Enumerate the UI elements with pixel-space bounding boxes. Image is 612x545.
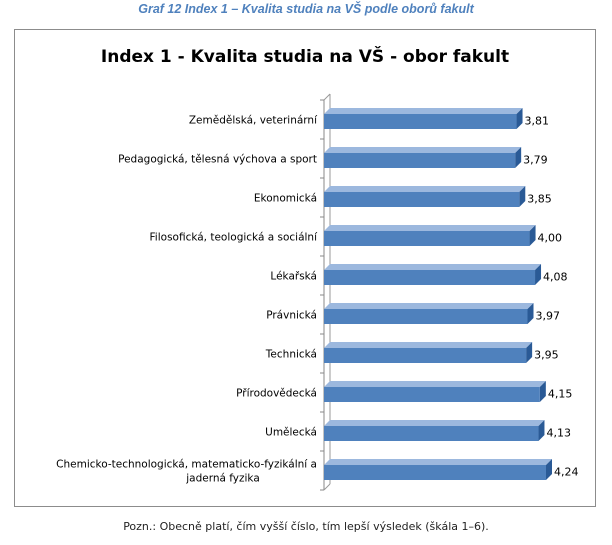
bar-chart: Index 1 - Kvalita studia na VŠ - obor fa… <box>56 45 579 491</box>
bar-top-face <box>324 303 534 309</box>
bar-top-face <box>324 147 522 153</box>
bar-side-face <box>515 147 522 168</box>
bar-top-face <box>324 186 526 192</box>
bar-side-face <box>535 264 542 285</box>
category-label: Právnická <box>266 310 317 322</box>
figure-caption: Graf 12 Index 1 – Kvalita studia na VŠ p… <box>138 2 474 16</box>
category-label: Chemicko-technologická, matematicko-fyzi… <box>56 459 317 471</box>
bar-top-face <box>324 264 542 270</box>
bar-side-face <box>526 342 533 363</box>
data-label: 4,00 <box>538 232 563 245</box>
bar <box>324 270 536 285</box>
bar <box>324 231 530 246</box>
data-label: 4,13 <box>546 427 571 440</box>
category-label: Ekonomická <box>254 193 317 205</box>
bar <box>324 153 516 168</box>
axis-bottom-edge <box>323 483 331 491</box>
bar <box>324 348 527 363</box>
category-label: Technická <box>265 349 317 361</box>
bar-side-face <box>527 303 534 324</box>
bar <box>324 387 540 402</box>
data-label: 4,15 <box>548 388 573 401</box>
bar-top-face <box>324 108 523 114</box>
data-label: 3,81 <box>525 115 550 128</box>
bar-side-face <box>546 459 552 480</box>
bar <box>324 426 539 441</box>
category-label: jaderná fyzika <box>185 473 260 485</box>
bar-side-face <box>538 420 545 441</box>
bar <box>324 192 520 207</box>
category-label: Umělecká <box>265 427 317 439</box>
data-label: 3,95 <box>534 349 559 362</box>
chart-frame: Index 1 - Kvalita studia na VŠ - obor fa… <box>14 29 596 507</box>
bar-top-face <box>324 342 533 348</box>
data-label: 3,85 <box>527 193 552 206</box>
bar-side-face <box>529 225 536 246</box>
bar-top-face <box>324 381 546 387</box>
bar <box>324 114 517 129</box>
bar <box>324 465 546 480</box>
chart-title: Index 1 - Kvalita studia na VŠ - obor fa… <box>101 45 509 67</box>
category-label: Pedagogická, tělesná výchova a sport <box>118 154 317 166</box>
data-label: 4,08 <box>543 271 568 284</box>
category-label: Filosofická, teologická a sociální <box>150 232 319 244</box>
footnote: Pozn.: Obecně platí, čím vyšší číslo, tí… <box>123 520 489 533</box>
bar-side-face <box>539 381 546 402</box>
category-label: Přírodovědecká <box>236 388 317 400</box>
data-label: 4,24 <box>554 466 579 479</box>
bar-top-face <box>324 459 552 465</box>
category-label: Lékařská <box>270 271 317 283</box>
data-label: 3,79 <box>523 154 548 167</box>
axis-top-edge <box>323 93 331 101</box>
bar <box>324 309 528 324</box>
bar-side-face <box>516 108 523 129</box>
data-label: 3,97 <box>536 310 561 323</box>
bar-top-face <box>324 420 545 426</box>
category-label: Zemědělská, veterinární <box>189 115 318 127</box>
bar-top-face <box>324 225 536 231</box>
bar-side-face <box>519 186 526 207</box>
